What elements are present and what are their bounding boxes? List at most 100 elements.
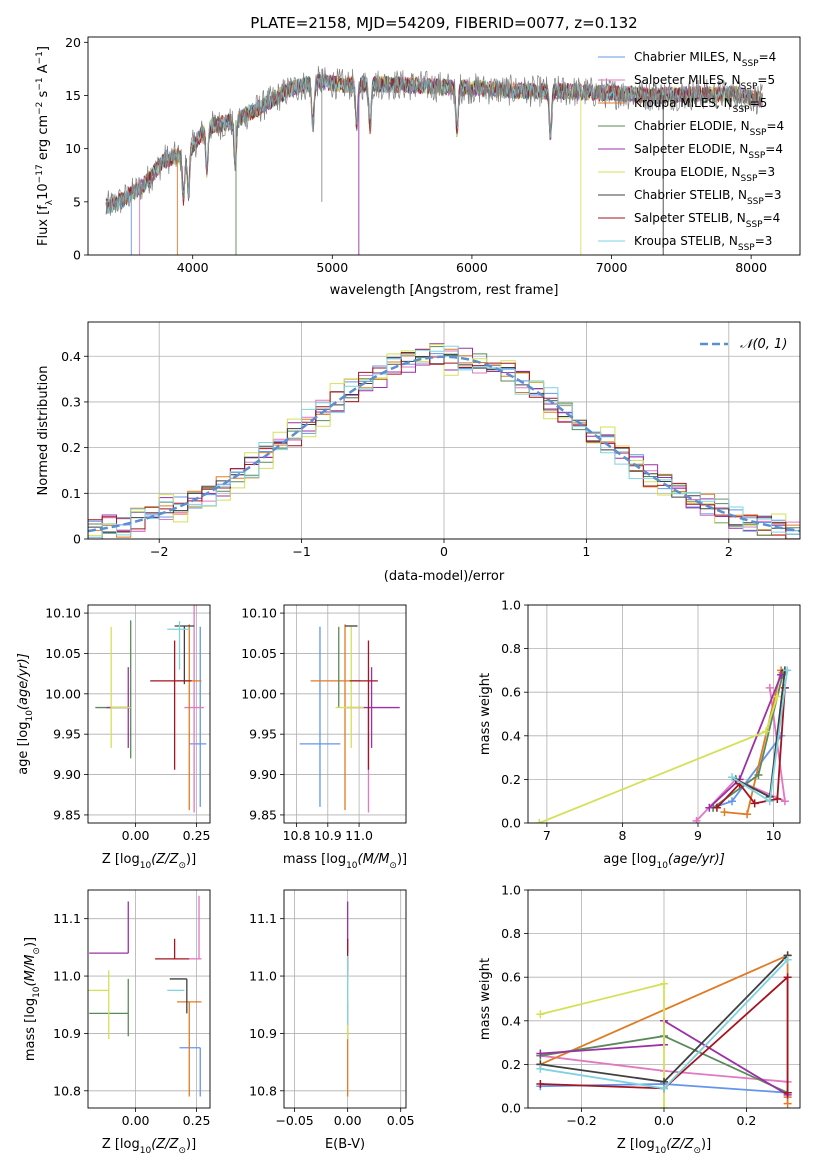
x-tick-label: 7000 [596,260,628,275]
axes-frame [527,889,801,1109]
y-tick-label: 1.0 [501,883,521,898]
legend: 𝒩(0, 1) [700,337,787,352]
x-axis-label: E(B-V) [325,1137,365,1152]
y-tick-label: 10.10 [45,606,81,621]
y-tick-label: 0.8 [501,641,521,656]
y-tick-label: 11.0 [53,969,81,984]
legend-label: Kroupa ELODIE, NSSP=3 [634,165,775,184]
x-tick-label: 0.25 [183,1113,211,1128]
legend-label: Kroupa MILES, NSSP=5 [634,96,767,115]
axes-frame [283,889,407,1109]
x-tick-label: 1 [582,544,590,559]
axes-frame [87,36,801,256]
x-tick-label: 10 [766,828,782,843]
x-tick-label: 0.2 [736,1113,756,1128]
x-tick-label: −2 [150,544,168,559]
x-tick-label: 4000 [177,260,209,275]
y-axis-label: mass weight [478,958,493,1040]
axes-frame [283,604,407,824]
weight-marker [536,1080,545,1089]
weight-marker [783,955,792,964]
weight-marker [536,1064,545,1073]
x-tick-label: 8000 [735,260,767,275]
mass-vs-ebv-axes: −0.05 0.00 0.05 10.8 10.9 11.0 11.1 E(B-V) [249,889,415,1152]
y-tick-label: 0 [73,248,81,263]
y-tick-label: 10.00 [45,686,81,701]
weight-marker [780,797,789,806]
x-axis-label: Z [log10(Z/Z⊙)] [102,1137,196,1156]
y-tick-label: 5 [73,194,81,209]
x-tick-label: 9 [694,828,702,843]
weight-marker [754,771,763,780]
x-axis-label: Z [log10(Z/Z⊙)] [102,852,196,871]
y-tick-label: 20 [65,35,81,50]
y-tick-label: 10.00 [241,686,277,701]
y-tick-label: 10 [65,141,81,156]
y-axis-label: mass [log10(M/M⊙)] [23,937,42,1061]
y-tick-label: 0.0 [501,1101,521,1116]
plot-area [88,895,202,1097]
weight-series-7 [540,975,789,1093]
legend-label: Salpeter ELODIE, NSSP=4 [634,142,783,161]
x-tick-label: 0 [440,544,448,559]
legend-label: Chabrier MILES, NSSP=4 [634,50,776,69]
y-tick-label: 9.90 [53,767,81,782]
x-tick-label: 8 [618,828,626,843]
weight-marker [728,797,736,806]
y-tick-label: 11.0 [249,969,277,984]
spectrum-axes: 4000 5000 6000 7000 8000 0 5 10 15 20 wavelength [… [35,35,801,298]
x-tick-label: 0.00 [334,1113,362,1128]
axes-frame [87,889,211,1109]
weight-marker [660,1084,668,1093]
y-tick-label: 0.0 [501,816,521,831]
weight-marker [773,692,782,701]
y-tick-label: 1.0 [501,598,521,613]
y-tick-label: 10.9 [249,1026,277,1041]
gaussian-curve [88,355,800,533]
mass-vs-Z-axes: 0.00 0.25 10.8 10.9 11.0 11.1 Z [log10(Z/Z⊙)] m… [23,889,211,1156]
histogram-series-7 [88,349,800,539]
y-tick-label: 11.1 [53,911,81,926]
y-tick-label: 0.4 [501,1013,521,1028]
axes-frame [527,604,801,824]
plot-area [88,343,800,539]
y-tick-label: 0.8 [501,926,521,941]
plot-area [95,605,207,813]
plot-area [536,951,792,1108]
weight-marker [692,816,701,823]
legend-label: Salpeter STELIB, NSSP=4 [634,211,780,230]
y-axis-label: Normed distribution [36,366,51,496]
weight-marker [765,683,774,692]
legend-label: Chabrier ELODIE, NSSP=4 [634,119,784,138]
y-tick-label: 0.1 [61,486,81,501]
legend: Chabrier MILES, NSSP=4 Salpeter MILES, NS… [598,50,784,253]
weight-marker [712,803,721,812]
x-tick-label: 10.8 [283,828,311,843]
plot-area [299,624,400,813]
legend-label: 𝒩(0, 1) [740,337,787,352]
age-vs-mass-axes: 10.8 10.9 11.0 9.85 9.90 9.95 10.00 10.05 10.10 m… [241,604,407,871]
x-tick-label: 10.9 [314,828,342,843]
weight-marker [765,797,774,806]
y-tick-label: 10.9 [53,1026,81,1041]
weight-marker [660,979,668,988]
legend-label: Salpeter MILES, NSSP=5 [634,73,775,92]
y-tick-label: 10.10 [241,606,277,621]
y-tick-label: 10.8 [53,1083,81,1098]
weight-marker [750,799,759,808]
x-tick-label: 0.05 [387,1113,415,1128]
y-tick-label: 0.4 [501,728,521,743]
x-axis-label: (data-model)/error [384,569,505,584]
x-tick-label: 0.00 [122,828,150,843]
x-tick-label: −0.2 [566,1113,596,1128]
y-tick-label: 10.8 [249,1083,277,1098]
weight-marker [783,1099,792,1108]
observed-spectrum [105,65,763,216]
weight-marker [783,666,792,675]
y-axis-label: age [log10(age/yr)] [16,653,35,775]
y-tick-label: 9.85 [249,807,277,822]
histogram-series-8 [88,345,800,539]
plot-area [535,666,792,823]
y-tick-label: 9.90 [249,767,277,782]
